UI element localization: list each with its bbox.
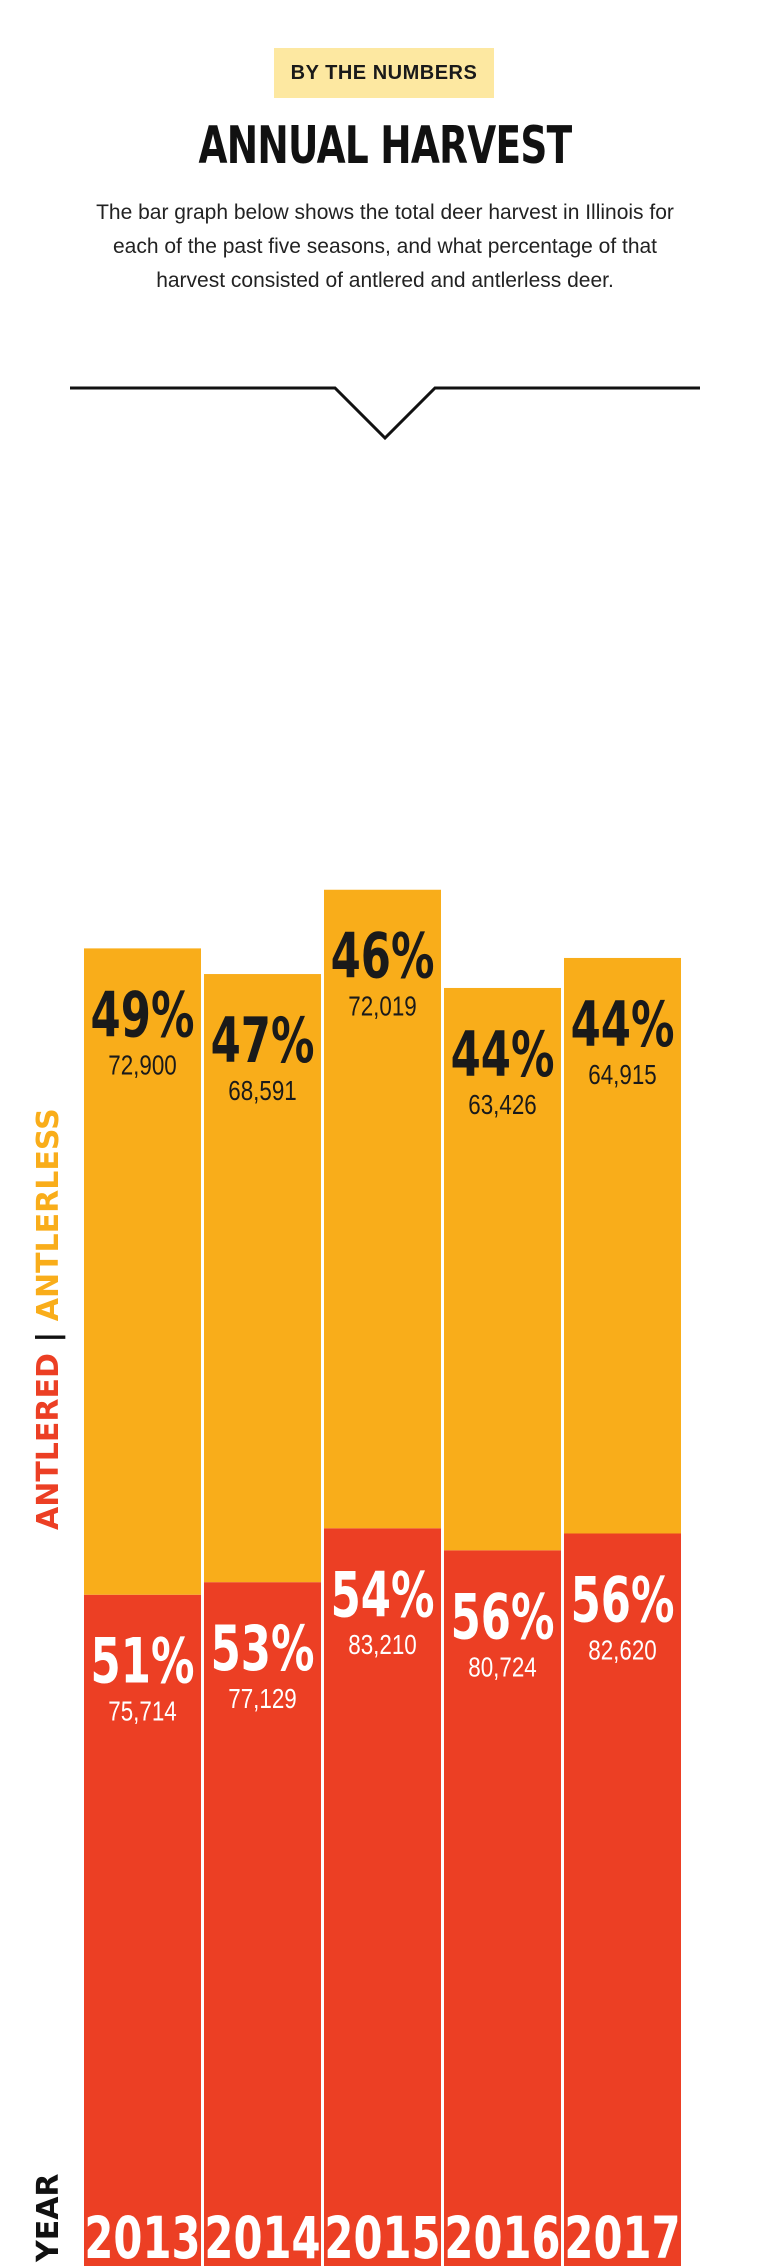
bar-antlerless-2016 <box>444 987 561 1551</box>
antlered-percent-2013: 51% <box>91 1625 195 1698</box>
antlered-percent-2016: 56% <box>451 1580 555 1653</box>
antlerless-count-2017: 64,915 <box>588 1060 656 1091</box>
antlerless-percent-2017: 44% <box>571 988 675 1061</box>
antlerless-percent-2013: 49% <box>91 978 195 1051</box>
year-label-2015: 2015 <box>324 2204 440 2266</box>
divider-arrow <box>70 386 700 441</box>
antlerless-count-2016: 63,426 <box>468 1090 536 1121</box>
legend: ANTLERED | ANTLERLESS <box>31 1108 66 1530</box>
x-axis-label: YEAR <box>31 2173 66 2263</box>
year-label-2014: 2014 <box>204 2204 320 2266</box>
antlered-percent-2015: 54% <box>331 1558 435 1631</box>
antlerless-percent-2015: 46% <box>331 920 435 993</box>
bar-antlerless-2017 <box>564 957 681 1534</box>
year-label-2017: 2017 <box>564 2204 680 2266</box>
bar-antlered-2016 <box>444 1550 561 2266</box>
bar-antlerless-2015 <box>324 889 441 1529</box>
antlered-count-2013: 75,714 <box>108 1696 176 1727</box>
bar-antlered-2014 <box>204 1582 321 2266</box>
page-title: ANNUAL HARVEST <box>198 116 573 176</box>
intro-text: The bar graph below shows the total deer… <box>96 201 674 292</box>
bar-antlered-2013 <box>84 1594 201 2266</box>
kicker-badge: BY THE NUMBERS <box>274 48 494 98</box>
antlerless-count-2013: 72,900 <box>108 1050 176 1081</box>
bar-antlerless-2013 <box>84 948 201 1595</box>
bar-antlerless-2014 <box>204 974 321 1583</box>
legend-entry: ANTLERLESS <box>31 1108 66 1321</box>
legend-entry: ANTLERED <box>31 1353 66 1530</box>
antlerless-count-2014: 68,591 <box>228 1076 296 1107</box>
antlerless-count-2015: 72,019 <box>348 991 416 1022</box>
antlered-count-2014: 77,129 <box>228 1684 296 1715</box>
year-label-2013: 2013 <box>84 2204 200 2266</box>
antlered-percent-2014: 53% <box>211 1612 315 1685</box>
bar-antlered-2017 <box>564 1533 681 2266</box>
antlered-percent-2017: 56% <box>571 1564 675 1637</box>
legend-entry: | <box>31 1321 66 1353</box>
bar-antlered-2015 <box>324 1528 441 2266</box>
antlered-count-2016: 80,724 <box>468 1652 536 1683</box>
antlered-count-2017: 82,620 <box>588 1635 656 1666</box>
antlerless-percent-2016: 44% <box>451 1018 555 1091</box>
year-label-2016: 2016 <box>444 2204 560 2266</box>
antlered-count-2015: 83,210 <box>348 1630 416 1661</box>
antlerless-percent-2014: 47% <box>211 1004 315 1077</box>
